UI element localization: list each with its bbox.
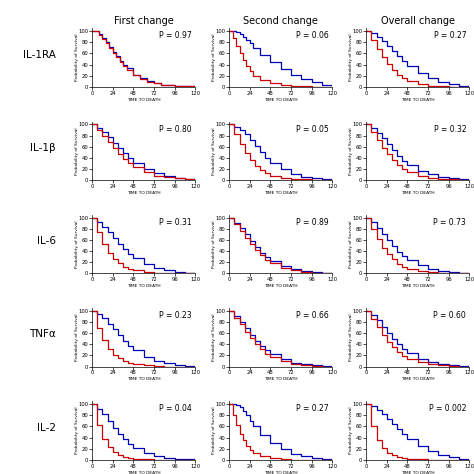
Y-axis label: Probability of Survival: Probability of Survival: [212, 220, 216, 268]
Title: Second change: Second change: [243, 16, 318, 26]
Text: P = 0.27: P = 0.27: [297, 404, 329, 413]
Y-axis label: Probability of Survival: Probability of Survival: [349, 407, 353, 455]
Y-axis label: Probability of Survival: Probability of Survival: [349, 220, 353, 268]
X-axis label: TIME TO DEATH: TIME TO DEATH: [264, 377, 298, 382]
Text: P = 0.31: P = 0.31: [159, 218, 192, 227]
Y-axis label: Probability of Survival: Probability of Survival: [75, 220, 79, 268]
X-axis label: TIME TO DEATH: TIME TO DEATH: [401, 377, 435, 382]
X-axis label: TIME TO DEATH: TIME TO DEATH: [401, 284, 435, 288]
Y-axis label: Probability of Survival: Probability of Survival: [349, 127, 353, 174]
Text: P = 0.73: P = 0.73: [433, 218, 466, 227]
Text: P = 0.23: P = 0.23: [159, 311, 192, 320]
Y-axis label: Probability of Survival: Probability of Survival: [349, 314, 353, 361]
Text: P = 0.32: P = 0.32: [434, 125, 466, 134]
Y-axis label: Probability of Survival: Probability of Survival: [75, 407, 79, 455]
Title: First change: First change: [114, 16, 173, 26]
X-axis label: TIME TO DEATH: TIME TO DEATH: [127, 191, 161, 195]
X-axis label: TIME TO DEATH: TIME TO DEATH: [401, 98, 435, 102]
Y-axis label: Probability of Survival: Probability of Survival: [212, 34, 216, 82]
Text: P = 0.002: P = 0.002: [428, 404, 466, 413]
Text: IL-1β: IL-1β: [30, 143, 56, 153]
X-axis label: TIME TO DEATH: TIME TO DEATH: [264, 98, 298, 102]
X-axis label: TIME TO DEATH: TIME TO DEATH: [401, 471, 435, 474]
Text: IL-2: IL-2: [37, 423, 56, 433]
Text: P = 0.60: P = 0.60: [433, 311, 466, 320]
Text: P = 0.97: P = 0.97: [159, 31, 192, 40]
Y-axis label: Probability of Survival: Probability of Survival: [212, 407, 216, 455]
X-axis label: TIME TO DEATH: TIME TO DEATH: [127, 98, 161, 102]
Title: Overall change: Overall change: [381, 16, 455, 26]
Y-axis label: Probability of Survival: Probability of Survival: [349, 34, 353, 82]
Text: P = 0.27: P = 0.27: [434, 31, 466, 40]
Y-axis label: Probability of Survival: Probability of Survival: [212, 314, 216, 361]
X-axis label: TIME TO DEATH: TIME TO DEATH: [127, 471, 161, 474]
X-axis label: TIME TO DEATH: TIME TO DEATH: [264, 284, 298, 288]
Text: P = 0.80: P = 0.80: [159, 125, 192, 134]
X-axis label: TIME TO DEATH: TIME TO DEATH: [264, 471, 298, 474]
Text: P = 0.06: P = 0.06: [296, 31, 329, 40]
Y-axis label: Probability of Survival: Probability of Survival: [212, 127, 216, 174]
Text: P = 0.05: P = 0.05: [296, 125, 329, 134]
Text: P = 0.89: P = 0.89: [297, 218, 329, 227]
X-axis label: TIME TO DEATH: TIME TO DEATH: [127, 284, 161, 288]
Text: IL-6: IL-6: [37, 236, 56, 246]
Y-axis label: Probability of Survival: Probability of Survival: [75, 314, 79, 361]
Text: P = 0.66: P = 0.66: [296, 311, 329, 320]
X-axis label: TIME TO DEATH: TIME TO DEATH: [264, 191, 298, 195]
Text: IL-1RA: IL-1RA: [23, 50, 56, 60]
X-axis label: TIME TO DEATH: TIME TO DEATH: [401, 191, 435, 195]
X-axis label: TIME TO DEATH: TIME TO DEATH: [127, 377, 161, 382]
Y-axis label: Probability of Survival: Probability of Survival: [75, 127, 79, 174]
Y-axis label: Probability of Survival: Probability of Survival: [75, 34, 79, 82]
Text: TNFα: TNFα: [29, 329, 56, 339]
Text: P = 0.04: P = 0.04: [159, 404, 192, 413]
